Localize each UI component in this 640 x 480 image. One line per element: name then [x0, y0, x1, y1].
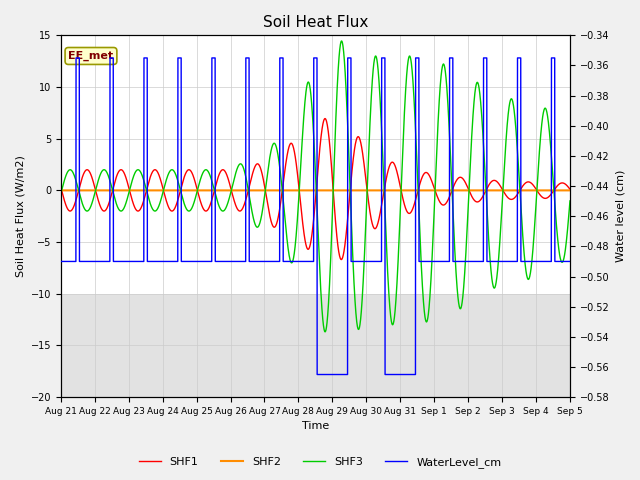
Title: Soil Heat Flux: Soil Heat Flux [262, 15, 368, 30]
SHF2 [275, 188, 282, 193]
WaterLevel_cm [556, 259, 564, 264]
SHF1 [321, 116, 329, 121]
WaterLevel_cm [275, 259, 282, 264]
SHF3 [252, 223, 260, 229]
Text: EE_met: EE_met [68, 51, 113, 61]
SHF1 [566, 186, 574, 192]
SHF3 [338, 38, 346, 44]
WaterLevel_cm [314, 372, 321, 377]
SHF2 [252, 188, 260, 193]
SHF1 [502, 192, 509, 197]
SHF1 [275, 215, 282, 221]
SHF3 [275, 153, 282, 158]
SHF3 [566, 198, 574, 204]
SHF3 [502, 146, 509, 152]
Line: WaterLevel_cm: WaterLevel_cm [61, 58, 570, 374]
WaterLevel_cm [145, 259, 153, 264]
WaterLevel_cm [115, 259, 123, 264]
SHF3 [556, 255, 564, 261]
SHF1 [57, 184, 65, 190]
SHF3 [115, 206, 123, 212]
SHF2 [115, 188, 123, 193]
WaterLevel_cm [57, 259, 65, 264]
WaterLevel_cm [566, 259, 574, 264]
SHF3 [57, 191, 65, 196]
SHF3 [321, 329, 329, 335]
WaterLevel_cm [502, 259, 509, 264]
SHF2 [501, 188, 509, 193]
SHF1 [145, 178, 153, 184]
SHF1 [252, 162, 260, 168]
Legend: SHF1, SHF2, SHF3, WaterLevel_cm: SHF1, SHF2, SHF3, WaterLevel_cm [134, 452, 506, 472]
WaterLevel_cm [72, 55, 80, 61]
Bar [61, 294, 570, 397]
X-axis label: Time: Time [301, 421, 329, 432]
SHF2 [556, 188, 564, 193]
SHF1 [115, 168, 123, 174]
SHF1 [556, 180, 564, 186]
Line: SHF3: SHF3 [61, 41, 570, 332]
SHF2 [145, 188, 153, 193]
Y-axis label: Soil Heat Flux (W/m2): Soil Heat Flux (W/m2) [15, 156, 25, 277]
SHF3 [145, 197, 153, 203]
SHF1 [337, 257, 345, 263]
SHF2 [57, 188, 65, 193]
WaterLevel_cm [252, 259, 260, 264]
Y-axis label: Water level (cm): Water level (cm) [615, 170, 625, 263]
SHF2 [566, 188, 574, 193]
Line: SHF1: SHF1 [61, 119, 570, 260]
